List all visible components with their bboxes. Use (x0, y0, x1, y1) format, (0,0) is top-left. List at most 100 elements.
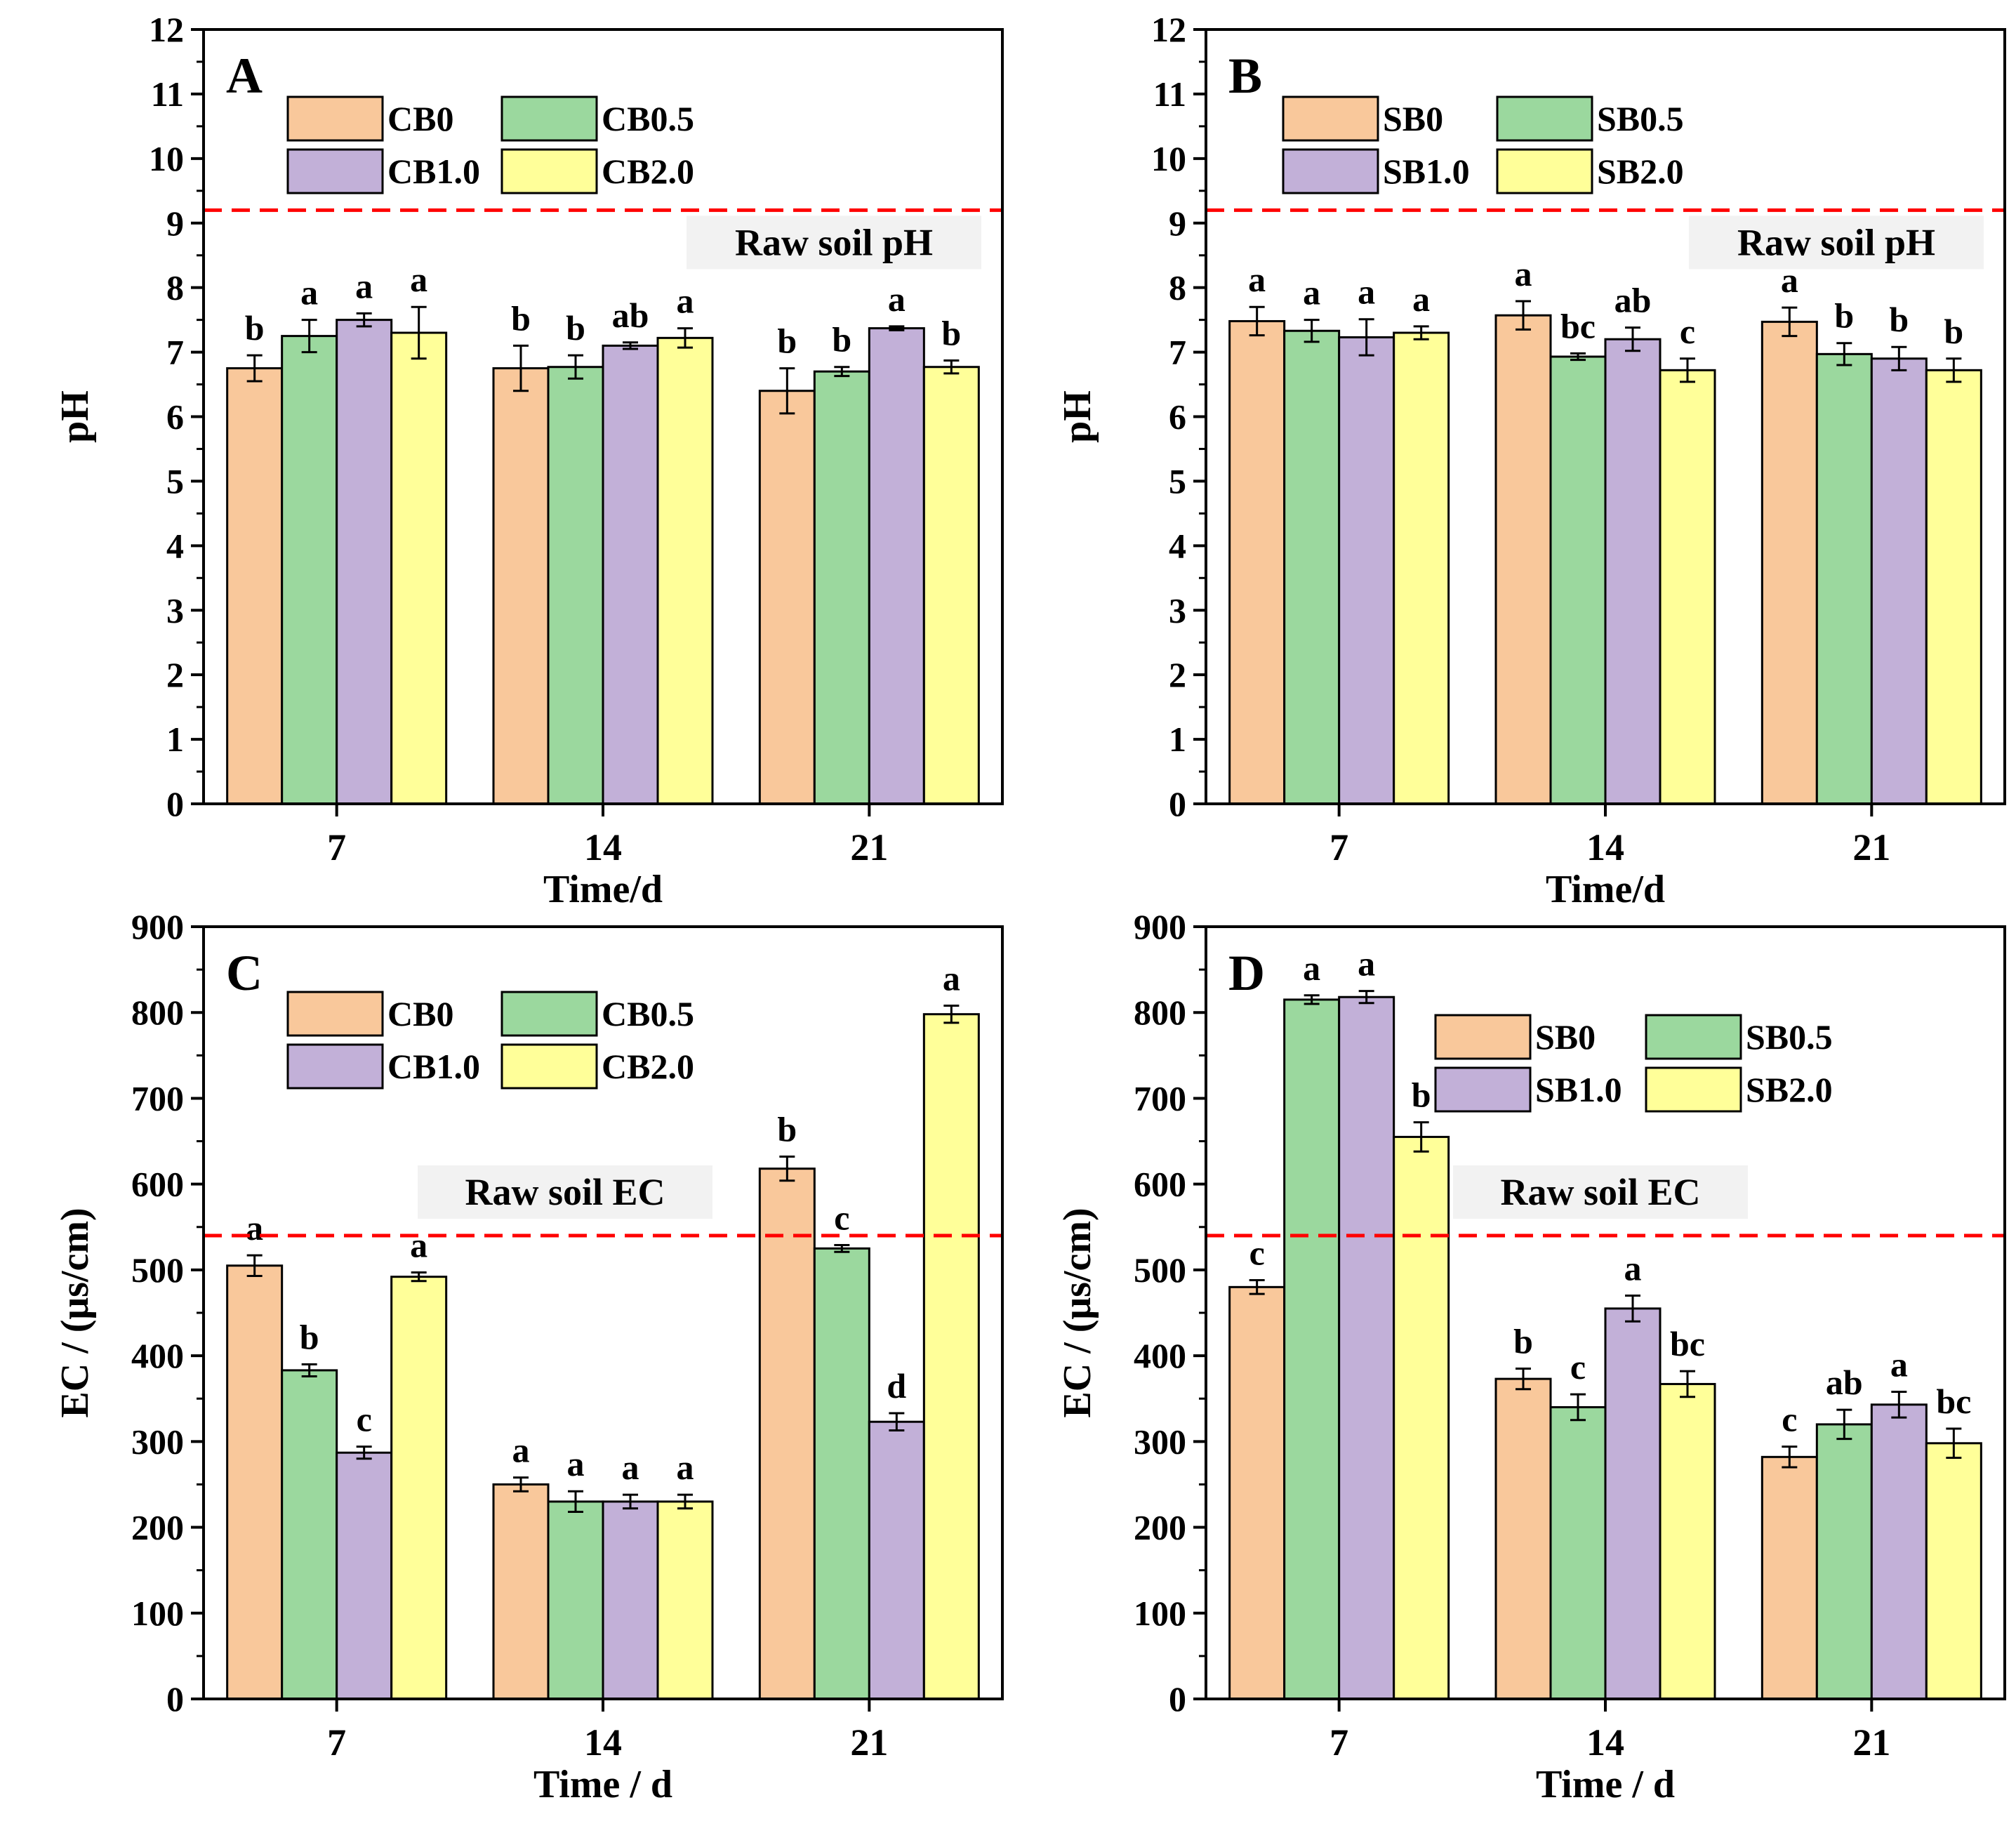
significance-label: a (888, 279, 906, 319)
x-tick-label: 21 (850, 1721, 888, 1764)
bar (1870, 1403, 1928, 1700)
y-tick-label: 6 (1169, 397, 1186, 437)
significance-label: ab (1826, 1363, 1863, 1402)
panel-letter: A (226, 48, 263, 104)
bar (336, 1451, 393, 1700)
legend-label: SB2.0 (1597, 152, 1684, 191)
bar (281, 1369, 338, 1700)
legend-label: CB0.5 (602, 99, 694, 138)
y-tick-label: 400 (1134, 1336, 1186, 1375)
y-tick-label: 2 (1169, 655, 1186, 694)
bar (1283, 998, 1341, 1700)
y-tick-label: 0 (166, 784, 184, 823)
bar (1549, 355, 1607, 805)
bar (1760, 320, 1818, 805)
significance-label: a (1412, 279, 1430, 319)
bar (390, 1276, 448, 1700)
significance-label: c (1782, 1400, 1797, 1439)
y-tick-label: 5 (166, 461, 184, 501)
bar (656, 336, 714, 805)
y-axis-title: pH (53, 390, 97, 443)
significance-label: a (1358, 272, 1375, 312)
significance-label: b (832, 320, 851, 359)
bar (602, 344, 659, 805)
y-tick-label: 4 (166, 526, 184, 565)
x-axis-title: Time/d (1546, 868, 1665, 911)
bar (656, 1500, 714, 1700)
bar (547, 1500, 604, 1700)
y-tick-label: 5 (1169, 461, 1186, 501)
legend-label: SB0 (1383, 99, 1443, 138)
bar (813, 1247, 870, 1700)
y-tick-label: 10 (149, 139, 184, 178)
x-tick-label: 7 (327, 1721, 346, 1764)
x-tick-label: 21 (1852, 1721, 1890, 1764)
significance-label: a (1303, 273, 1320, 312)
legend-label: CB1.0 (387, 1047, 480, 1086)
significance-label: a (1248, 260, 1266, 299)
significance-label: b (1834, 296, 1854, 336)
legend-label: CB2.0 (602, 152, 694, 191)
bar (492, 1483, 550, 1700)
significance-label: a (246, 1208, 263, 1248)
y-tick-label: 100 (131, 1594, 184, 1633)
bar (547, 366, 604, 805)
legend-swatch (286, 1043, 384, 1090)
significance-label: c (1680, 312, 1695, 351)
legend-swatch (500, 95, 598, 142)
significance-label: a (677, 1448, 694, 1487)
bar (1604, 1307, 1662, 1700)
reference-label: Raw soil pH (1737, 221, 1935, 263)
y-tick-label: 700 (1134, 1078, 1186, 1118)
legend-swatch (1434, 1014, 1532, 1060)
legend-swatch (286, 148, 384, 194)
y-tick-label: 900 (131, 907, 184, 946)
bar (1925, 1442, 1982, 1700)
bar (1760, 1455, 1818, 1700)
legend-swatch (500, 1043, 598, 1090)
y-tick-label: 0 (1169, 1679, 1186, 1719)
y-tick-label: 500 (131, 1250, 184, 1290)
significance-label: bc (1670, 1324, 1705, 1363)
legend-label: CB0 (387, 994, 453, 1033)
y-tick-label: 8 (166, 268, 184, 307)
panel-letter: B (1228, 48, 1262, 104)
y-tick-label: 800 (131, 993, 184, 1032)
significance-label: a (943, 958, 960, 998)
significance-label: b (300, 1317, 319, 1356)
bar (1604, 338, 1662, 805)
reference-label: Raw soil EC (465, 1171, 665, 1213)
legend-swatch (500, 991, 598, 1037)
panel-letter: C (226, 945, 263, 1001)
significance-label: b (1889, 300, 1909, 339)
bar (1870, 357, 1928, 805)
bar (1228, 1285, 1286, 1700)
y-tick-label: 300 (131, 1422, 184, 1461)
x-tick-label: 14 (584, 1721, 622, 1764)
y-tick-label: 100 (1134, 1594, 1186, 1633)
y-tick-label: 11 (151, 74, 184, 114)
y-tick-label: 9 (166, 204, 184, 243)
y-tick-label: 800 (1134, 993, 1186, 1032)
bar (1659, 1382, 1716, 1700)
bar (281, 335, 338, 805)
significance-label: c (357, 1400, 372, 1439)
y-tick-label: 200 (131, 1508, 184, 1547)
y-tick-label: 3 (166, 590, 184, 630)
legend-label: SB0.5 (1597, 99, 1684, 138)
legend-swatch (1645, 1014, 1742, 1060)
y-tick-label: 700 (131, 1078, 184, 1118)
x-tick-label: 14 (1586, 826, 1624, 868)
legend-swatch (1496, 148, 1593, 194)
reference-label-box (1453, 1165, 1748, 1219)
x-tick-label: 7 (1329, 1721, 1348, 1764)
reference-label-box (418, 1165, 712, 1219)
legend-label: CB0.5 (602, 994, 694, 1033)
reference-label-box (687, 216, 981, 270)
legend-label: SB1.0 (1383, 152, 1470, 191)
significance-label: a (410, 260, 427, 299)
